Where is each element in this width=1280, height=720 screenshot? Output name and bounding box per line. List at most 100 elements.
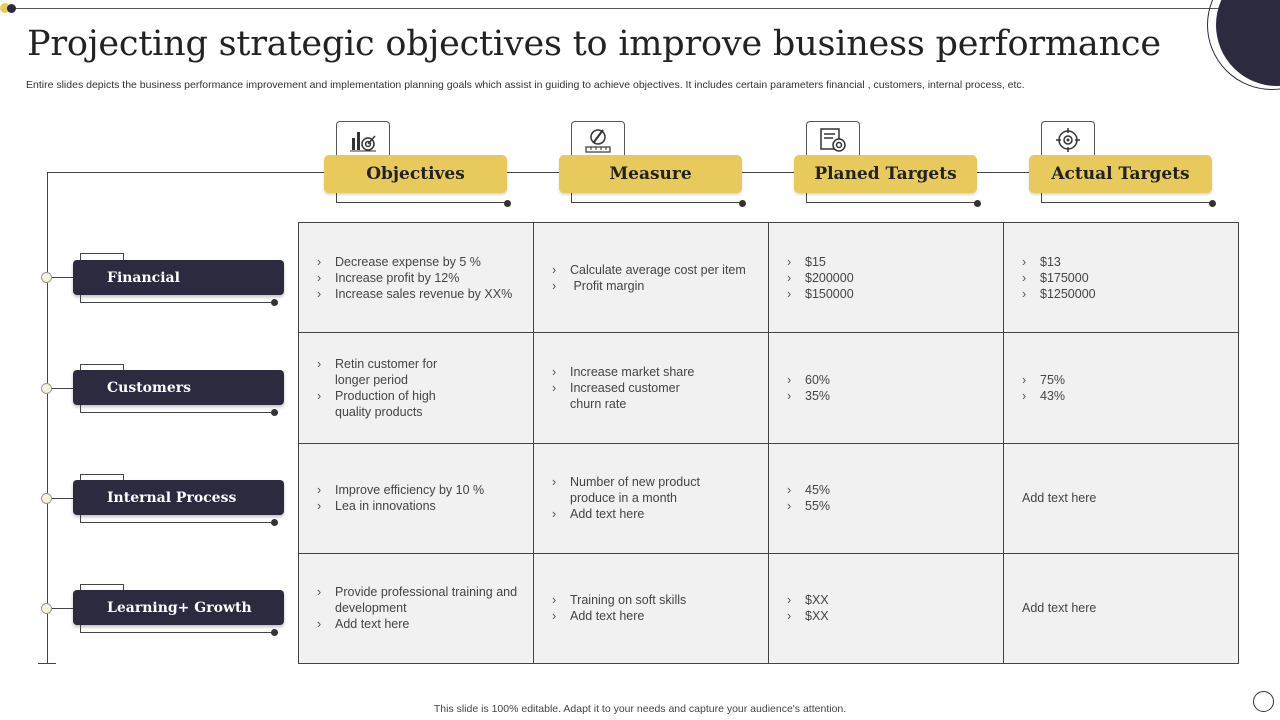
list-item: $200000 [787, 270, 989, 286]
row-tab [80, 364, 124, 372]
row-end-dot [271, 409, 278, 416]
row-node [41, 493, 52, 504]
table-cell: Increase market share Increased customer… [533, 332, 769, 444]
list-item: Lea in innovations [317, 498, 519, 514]
list-item: Add text here [552, 506, 722, 522]
left-connector-line [47, 172, 48, 664]
list-item: Add text here [317, 616, 519, 632]
table-cell: Training on soft skills Add text here [533, 552, 769, 665]
target-chart-icon [336, 121, 390, 157]
list-item: Increased customer churn rate [552, 380, 712, 412]
list-item: 45% [787, 482, 989, 498]
table-cell: Retin customer for longer period Product… [298, 332, 534, 444]
list-item: $15 [787, 254, 989, 270]
table-cell: Number of new product produce in a month… [533, 442, 769, 554]
table-cell: Provide professional training and develo… [298, 552, 534, 665]
list-item: $XX [787, 608, 989, 624]
corner-circle-icon [1253, 691, 1274, 712]
list-item: Retin customer for longer period [317, 356, 467, 388]
row-node [41, 383, 52, 394]
row-bracket [80, 405, 274, 413]
row-tab [80, 474, 124, 482]
table-row: Provide professional training and develo… [298, 552, 1239, 665]
list-item: Improve efficiency by 10 % [317, 482, 519, 498]
bracket-end-dot [974, 200, 981, 207]
row-header-customers: Customers [73, 370, 284, 405]
table-cell: 45% 55% [768, 442, 1004, 554]
row-bracket [80, 625, 274, 633]
page-title: Projecting strategic objectives to impro… [27, 24, 1161, 64]
header-connector-line [507, 172, 559, 173]
bracket-end-dot [739, 200, 746, 207]
bracket-end-dot [1209, 200, 1216, 207]
table-cell: $13 $175000 $1250000 [1003, 221, 1239, 334]
list-item: $1250000 [1022, 286, 1224, 302]
row-node [41, 603, 52, 614]
column-header-objectives: Objectives [324, 155, 507, 193]
row-header-learning-growth: Learning+ Growth [73, 590, 284, 625]
list-item: 55% [787, 498, 989, 514]
row-header-internal-process: Internal Process [73, 480, 284, 515]
table-row: Decrease expense by 5 % Increase profit … [298, 221, 1239, 334]
list-item: $XX [787, 592, 989, 608]
table-cell: Improve efficiency by 10 % Lea in innova… [298, 442, 534, 554]
list-item: Calculate average cost per item [552, 262, 754, 278]
header-connector-line [47, 172, 324, 173]
column-header-planned-targets: Planed Targets [794, 155, 977, 193]
row-end-dot [271, 299, 278, 306]
table-cell: Decrease expense by 5 % Increase profit … [298, 221, 534, 334]
row-end-dot [271, 519, 278, 526]
column-header-measure: Measure [559, 155, 742, 193]
list-item: Profit margin [552, 278, 754, 294]
footer-note: This slide is 100% editable. Adapt it to… [433, 703, 847, 715]
table-row: Retin customer for longer period Product… [298, 332, 1239, 444]
corner-circle-decoration [1216, 0, 1280, 86]
table-row: Improve efficiency by 10 % Lea in innova… [298, 442, 1239, 554]
dark-dot-decoration [7, 4, 16, 13]
list-item: Increase profit by 12% [317, 270, 519, 286]
list-item: 75% [1022, 372, 1224, 388]
column-header-actual-targets: Actual Targets [1029, 155, 1212, 193]
list-item: 35% [787, 388, 989, 404]
column-bracket [571, 193, 743, 203]
table-cell: $XX $XX [768, 552, 1004, 665]
list-item: 43% [1022, 388, 1224, 404]
list-item: Decrease expense by 5 % [317, 254, 519, 270]
list-item: Increase sales revenue by XX% [317, 286, 519, 302]
table-cell: Add text here [1003, 552, 1239, 665]
bracket-end-dot [504, 200, 511, 207]
top-divider-line [10, 8, 1220, 9]
table-cell: 75% 43% [1003, 332, 1239, 444]
crosshair-icon [1041, 121, 1095, 157]
list-item: Increase market share [552, 364, 712, 380]
list-item: Add text here [552, 608, 754, 624]
connector-foot [38, 663, 56, 664]
target-document-icon [806, 121, 860, 157]
row-node [41, 272, 52, 283]
row-header-financial: Financial [73, 260, 284, 295]
row-bracket [80, 295, 274, 303]
list-item: 60% [787, 372, 989, 388]
row-connector-line [47, 388, 73, 389]
row-connector-line [47, 608, 73, 609]
table-cell: Add text here [1003, 442, 1239, 554]
row-connector-line [47, 498, 73, 499]
table-cell: $15 $200000 $150000 [768, 221, 1004, 334]
pen-ruler-icon [571, 121, 625, 157]
list-item: Provide professional training and develo… [317, 584, 519, 616]
row-tab [80, 584, 124, 592]
yellow-dot-decoration [0, 3, 10, 13]
row-connector-line [47, 277, 73, 278]
list-item: Production of high quality products [317, 388, 467, 420]
header-connector-line [742, 172, 794, 173]
list-item: Number of new product produce in a month [552, 474, 722, 506]
column-bracket [336, 193, 508, 203]
header-connector-line [977, 172, 1029, 173]
table-cell: Calculate average cost per item Profit m… [533, 221, 769, 334]
row-tab [80, 253, 124, 261]
strategy-table: Decrease expense by 5 % Increase profit … [298, 221, 1239, 665]
column-bracket [806, 193, 978, 203]
row-bracket [80, 515, 274, 523]
page-subtitle: Entire slides depicts the business perfo… [26, 79, 1025, 91]
row-end-dot [271, 629, 278, 636]
